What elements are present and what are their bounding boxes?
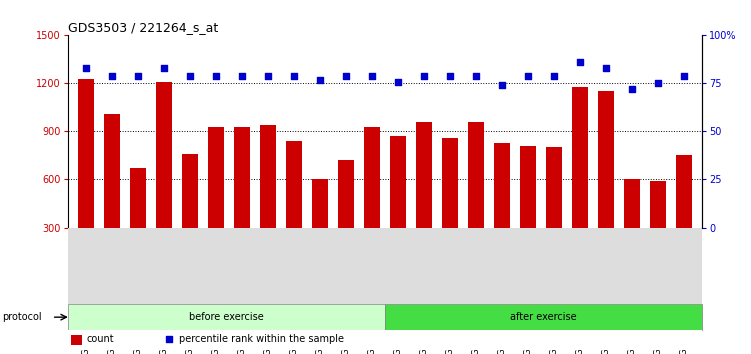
Point	[496, 82, 508, 88]
Bar	[520, 146, 535, 275]
Point	[574, 59, 586, 65]
Bar	[546, 148, 562, 275]
Point	[210, 73, 222, 79]
Text: before exercise: before exercise	[189, 312, 264, 322]
Bar	[494, 143, 510, 275]
Point	[262, 73, 274, 79]
Point	[678, 73, 690, 79]
Bar	[416, 122, 432, 275]
Bar	[364, 127, 380, 275]
Bar	[260, 125, 276, 275]
Point	[548, 73, 560, 79]
Bar	[208, 127, 224, 275]
Bar	[390, 136, 406, 275]
Point	[158, 65, 170, 71]
Bar	[338, 160, 354, 275]
Point	[418, 73, 430, 79]
Bar	[78, 79, 94, 275]
Point	[392, 79, 404, 84]
Bar	[385, 304, 702, 330]
Bar	[676, 155, 692, 275]
Point	[184, 73, 196, 79]
Bar	[130, 168, 146, 275]
Text: GDS3503 / 221264_s_at: GDS3503 / 221264_s_at	[68, 21, 218, 34]
Bar	[182, 154, 198, 275]
Point	[163, 336, 175, 342]
Bar	[104, 114, 119, 275]
Bar	[312, 179, 327, 275]
Point	[288, 73, 300, 79]
Point	[626, 86, 638, 92]
Bar	[650, 181, 666, 275]
Point	[444, 73, 456, 79]
Point	[340, 73, 352, 79]
Bar	[598, 91, 614, 275]
Text: protocol: protocol	[2, 312, 42, 322]
Point	[106, 73, 118, 79]
Point	[600, 65, 612, 71]
Point	[366, 73, 378, 79]
Point	[522, 73, 534, 79]
Point	[236, 73, 248, 79]
Text: after exercise: after exercise	[510, 312, 577, 322]
Bar	[234, 127, 249, 275]
Bar	[68, 304, 385, 330]
Bar	[156, 82, 172, 275]
Bar	[71, 335, 82, 346]
Bar	[468, 122, 484, 275]
Point	[470, 73, 482, 79]
Text: percentile rank within the sample: percentile rank within the sample	[179, 334, 344, 344]
Bar	[442, 138, 457, 275]
Point	[652, 81, 664, 86]
Text: count: count	[86, 334, 114, 344]
Point	[132, 73, 144, 79]
Bar	[286, 141, 302, 275]
Bar	[572, 87, 588, 275]
Point	[314, 77, 326, 82]
Point	[80, 65, 92, 71]
Bar	[624, 179, 640, 275]
